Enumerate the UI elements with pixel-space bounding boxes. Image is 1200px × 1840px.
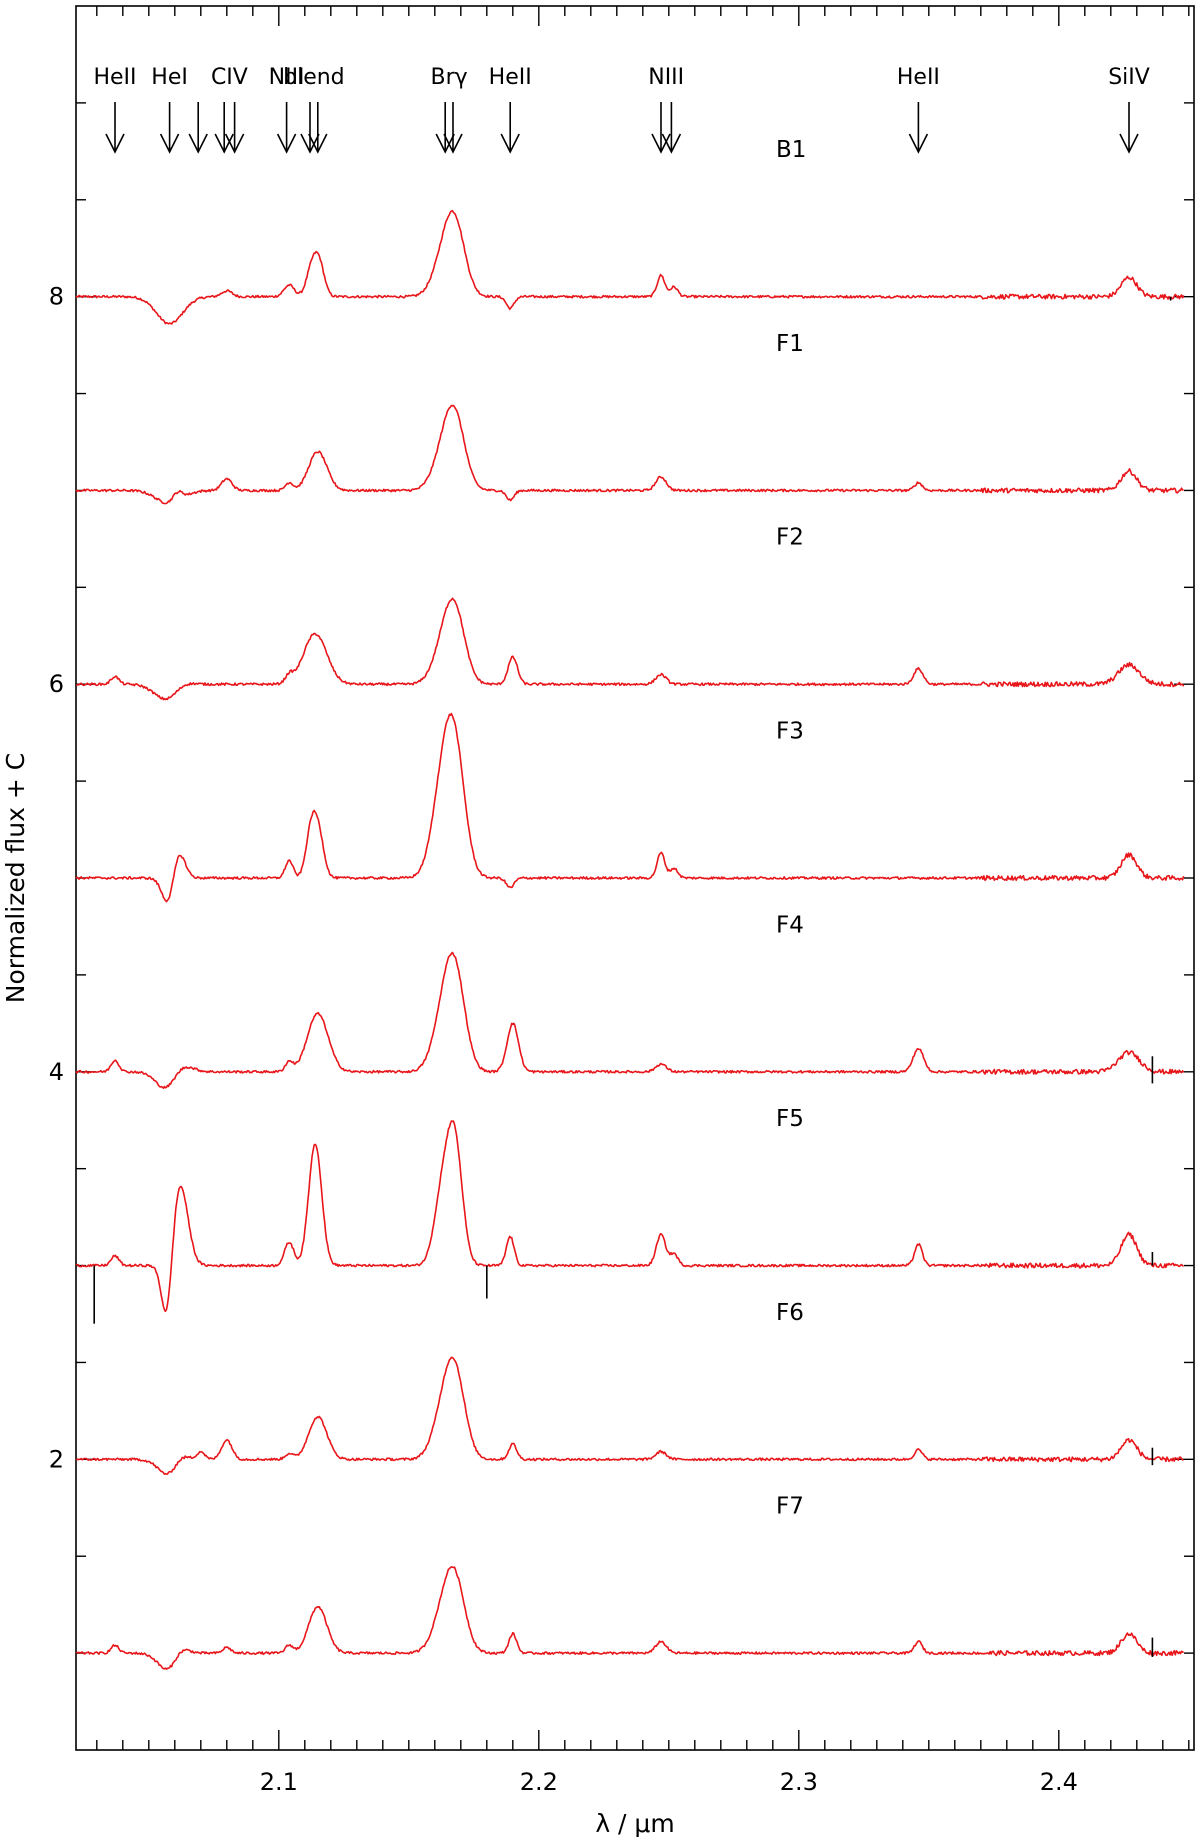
series-label: F2 xyxy=(776,525,804,551)
x-tick-label: 2.2 xyxy=(520,1768,558,1796)
telluric-residuals xyxy=(93,296,1172,1657)
spectrum-b1 xyxy=(75,209,1185,325)
x-tick-label: 2.4 xyxy=(1040,1768,1078,1796)
series-label: F6 xyxy=(776,1300,804,1326)
x-tick-label: 2.3 xyxy=(780,1768,818,1796)
line-label: HeII xyxy=(489,65,532,90)
line-label: NIII xyxy=(269,65,305,90)
line-label: NIII xyxy=(648,65,684,90)
spectrum-f6 xyxy=(75,1356,1184,1475)
line-arrow xyxy=(188,102,208,154)
line-arrow xyxy=(214,102,234,154)
series-label: F1 xyxy=(776,331,804,357)
line-arrow xyxy=(661,102,682,154)
spectrum-f2 xyxy=(75,597,1185,701)
line-label: blend xyxy=(283,65,345,90)
line-label: CIV xyxy=(211,65,248,90)
line-arrow xyxy=(1119,102,1139,154)
y-axis-label: Normalized flux + C xyxy=(1,753,30,1003)
line-arrow xyxy=(908,102,929,154)
line-label: HeII xyxy=(93,65,136,90)
series-label: F5 xyxy=(776,1106,804,1132)
line-arrow xyxy=(224,102,245,154)
line-label: HeII xyxy=(897,65,940,90)
y-tick-label: 6 xyxy=(49,670,64,698)
line-arrow xyxy=(159,102,180,154)
spectrum-f4 xyxy=(75,951,1185,1089)
series-label: F4 xyxy=(776,912,804,938)
line-label: HeI xyxy=(151,65,188,90)
line-arrow xyxy=(500,102,520,154)
spectrum-f7 xyxy=(75,1566,1184,1670)
spectrum-f1 xyxy=(75,404,1184,505)
line-label: Brγ xyxy=(431,65,468,90)
x-axis-label: λ / μm xyxy=(595,1809,674,1838)
line-arrow xyxy=(651,102,671,154)
spectrum-f3 xyxy=(75,712,1185,903)
line-arrow xyxy=(308,102,328,154)
line-arrow xyxy=(443,102,463,154)
y-tick-label: 8 xyxy=(49,283,64,311)
line-label: SiIV xyxy=(1108,65,1150,90)
line-arrow xyxy=(105,102,125,154)
y-tick-label: 4 xyxy=(49,1058,64,1086)
line-arrow xyxy=(435,102,455,154)
spectra-series: B1 F1 F2 F3 F4 F5 F6 F7 xyxy=(75,137,1185,1670)
y-tick-label: 2 xyxy=(49,1445,64,1473)
series-label: B1 xyxy=(776,137,806,163)
line-arrow xyxy=(276,102,297,154)
spectrum-f5 xyxy=(75,1120,1184,1313)
series-label: F7 xyxy=(776,1494,804,1520)
axis-ticks: 2.1 2.2 2.3 2.4 2 4 6 8 xyxy=(49,6,1194,1796)
line-arrow xyxy=(300,102,320,154)
x-tick-label: 2.1 xyxy=(260,1768,298,1796)
series-label: F3 xyxy=(776,718,804,744)
